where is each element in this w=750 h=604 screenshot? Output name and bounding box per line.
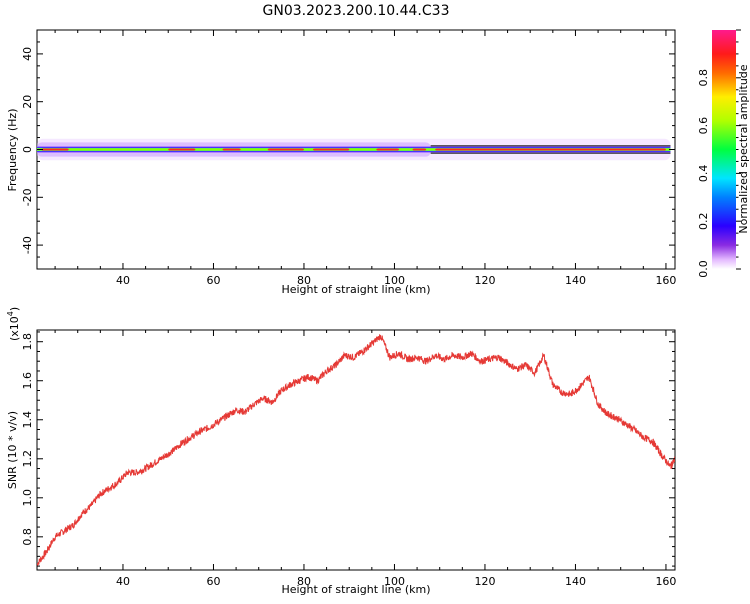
snr-frame (37, 330, 675, 570)
spectrogram-x-tick-label: 120 (474, 274, 495, 287)
colorbar: 0.0 0.2 0.4 0.6 0.8 Normalized spectral ampl… (697, 30, 750, 278)
snr-y-tick-label: 1.6 (21, 372, 34, 390)
spectrogram-x-tick-label: 140 (565, 274, 586, 287)
colorbar-tick-label: 0.8 (697, 69, 710, 87)
snr-y-tick-label: 1.8 (21, 333, 34, 351)
colorbar-tick-label: 0.4 (697, 165, 710, 183)
spectrogram-peak-streak (168, 148, 195, 150)
snr-y-tick-label: 1.2 (21, 450, 34, 468)
spectrogram-y-axis-label: Frequency (Hz) (6, 109, 19, 192)
spectrogram-peak-streak (313, 148, 349, 150)
colorbar-gradient (712, 30, 736, 269)
spectrogram-y-tick-label: -40 (21, 236, 34, 254)
spectrogram-peak-streak (223, 148, 241, 150)
spectrogram-peak-streak (268, 148, 304, 150)
spectrogram-y-tick-label: 20 (21, 95, 34, 109)
spectrogram-x-tick-label: 40 (116, 274, 130, 287)
snr-panel: 40 60 80 100 120 140 160 0.81.01.21.41.61.8 He… (6, 307, 676, 596)
spectrogram-x-tick-label: 60 (206, 274, 220, 287)
spectrogram-peak-streak (435, 148, 666, 150)
figure-title: GN03.2023.200.10.44.C33 (263, 3, 450, 19)
colorbar-tick-label: 0.2 (697, 212, 710, 230)
spectrogram-y-tick-label: 40 (21, 47, 34, 61)
colorbar-tick-label: 0.0 (697, 260, 710, 278)
snr-y-tick-label: 1.4 (21, 411, 34, 429)
colorbar-label: Normalized spectral amplitude (737, 64, 750, 233)
spectrogram-peak-streak (413, 148, 427, 150)
snr-y-tick-label: 1.0 (21, 489, 34, 507)
snr-multiplier-close: ) (8, 307, 21, 311)
spectrogram-peak-streak (376, 148, 399, 150)
spectrogram-peak-streak (42, 148, 69, 150)
snr-multiplier: (x104) (6, 307, 21, 341)
spectrogram-band (37, 139, 670, 161)
svg-text:(x104): (x104) (6, 307, 21, 341)
spectrogram-y-tick-label: 0 (21, 146, 34, 153)
spectrogram-x-tick-label: 160 (655, 274, 676, 287)
snr-x-tick-label: 160 (655, 575, 676, 588)
spectrogram-y-tick-label: -20 (21, 188, 34, 206)
snr-y-axis-label: SNR (10 * v/v) (6, 411, 19, 489)
snr-multiplier-base: (x10 (8, 316, 21, 341)
snr-y-tick-label: 0.8 (21, 528, 34, 546)
snr-x-tick-label: 60 (206, 575, 220, 588)
snr-x-tick-label: 40 (116, 575, 130, 588)
snr-x-axis-label: Height of straight line (km) (281, 583, 430, 596)
spectrogram-x-axis-label: Height of straight line (km) (281, 283, 430, 296)
snr-x-tick-label: 140 (565, 575, 586, 588)
snr-x-tick-label: 120 (474, 575, 495, 588)
colorbar-tick-label: 0.6 (697, 117, 710, 135)
